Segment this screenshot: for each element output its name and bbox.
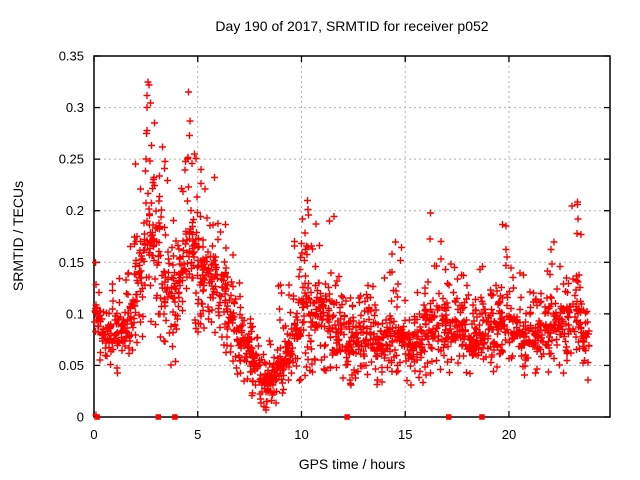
zero-square-marker bbox=[172, 414, 178, 420]
x-tick-label: 0 bbox=[90, 427, 97, 442]
y-tick-label: 0.05 bbox=[59, 358, 84, 373]
zero-square-marker bbox=[479, 414, 485, 420]
zero-square-marker bbox=[344, 414, 350, 420]
zero-square-marker bbox=[94, 414, 100, 420]
y-tick-label: 0.3 bbox=[66, 100, 84, 115]
y-tick-label: 0.25 bbox=[59, 152, 84, 167]
x-tick-label: 5 bbox=[194, 427, 201, 442]
y-tick-label: 0.35 bbox=[59, 49, 84, 64]
zero-square-marker bbox=[155, 414, 162, 420]
zero-square-marker bbox=[446, 414, 452, 420]
x-axis-label: GPS time / hours bbox=[298, 456, 406, 472]
y-tick-label: 0.1 bbox=[66, 306, 84, 321]
x-tick-label: 10 bbox=[294, 427, 308, 442]
x-tick-label: 20 bbox=[502, 427, 516, 442]
x-tick-label: 15 bbox=[398, 427, 412, 442]
chart-title: Day 190 of 2017, SRMTID for receiver p05… bbox=[215, 18, 489, 34]
y-tick-label: 0 bbox=[77, 410, 84, 425]
y-tick-label: 0.2 bbox=[66, 203, 84, 218]
scatter-points bbox=[91, 78, 593, 419]
y-tick-label: 0.15 bbox=[59, 255, 84, 270]
